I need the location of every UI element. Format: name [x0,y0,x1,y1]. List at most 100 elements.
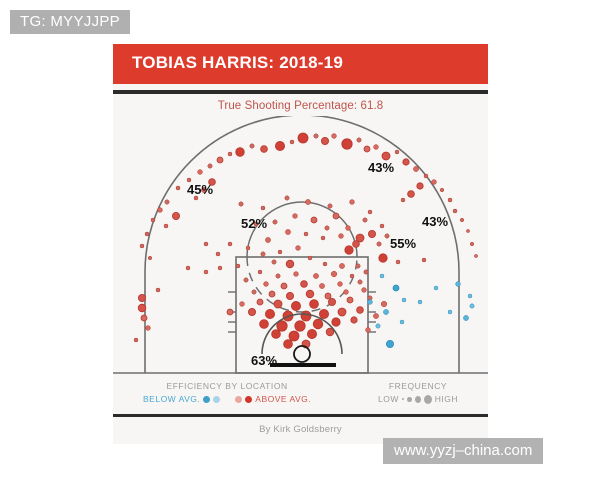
shot-marker [376,241,382,247]
shot-marker [466,229,470,233]
shot-marker [277,249,283,255]
shot-marker [172,212,181,221]
shot-marker [421,257,427,263]
shot-marker [293,271,299,277]
banner-divider [113,90,488,94]
shot-marker [332,212,340,220]
shot-marker [273,299,283,309]
shot-marker [295,245,301,251]
shot-marker [455,281,461,287]
shot-marker [319,283,325,289]
above-average-label: ABOVE AVG. [255,394,312,404]
shot-marker [215,251,221,257]
shot-marker [313,273,319,279]
shot-marker [305,289,315,299]
legend-divider [113,414,488,417]
shot-marker [256,298,264,306]
shot-marker [350,316,358,324]
shot-marker [147,255,153,261]
shot-marker [251,289,257,295]
shot-marker [416,182,424,190]
shot-marker [193,195,199,201]
shot-marker [163,223,169,229]
zone-percentage-label: 63% [251,353,277,368]
court-svg: 45% 43% 52% 43% 55% 63% [113,116,488,381]
shot-marker [235,263,241,269]
shot-marker [284,195,290,201]
shot-marker [322,261,328,267]
shot-marker [413,166,419,172]
shot-marker [217,265,223,271]
shot-marker [469,241,475,247]
restricted-area-arc [261,313,343,355]
shot-marker [375,323,381,329]
shot-marker [363,269,369,275]
page-title: TOBIAS HARRIS: 2018-19 [132,53,343,72]
shot-marker [331,133,337,139]
shot-marker [175,185,181,191]
shot-marker [423,173,429,179]
zone-percentage-label: 52% [241,216,267,231]
shot-marker [325,327,335,337]
shot-marker [207,163,213,169]
shot-marker [307,255,313,261]
title-banner: TOBIAS HARRIS: 2018-19 [113,44,488,84]
shot-marker [139,243,145,249]
shot-marker [345,225,351,231]
shot-marker [379,273,385,279]
shot-marker [290,300,301,311]
shot-marker [235,147,245,157]
shot-marker [331,317,341,327]
shot-marker [344,245,354,255]
shot-marker [238,201,244,207]
shot-marker [253,221,259,227]
shot-marker [260,205,266,211]
shot-marker [257,269,263,275]
shot-marker [367,299,373,305]
shot-marker [330,270,338,278]
three-point-line [144,116,460,373]
shot-marker [395,259,401,265]
shot-marker [216,156,224,164]
shot-marker [362,217,368,223]
shot-chart-card: TOBIAS HARRIS: 2018-19 True Shooting Per… [113,44,488,444]
hoop-icon [293,345,311,363]
shot-marker [320,136,329,145]
shot-marker [349,199,355,205]
shot-marker [305,199,311,205]
zone-percentage-label: 55% [390,236,416,251]
shot-marker [297,132,309,144]
shot-marker [208,178,216,186]
shot-marker [239,301,245,307]
shot-marker [373,313,379,319]
shot-marker [381,151,391,161]
shot-marker [365,327,371,333]
legend-dot-blue-dark [203,395,211,403]
court-chart: 45% 43% 52% 43% 55% 63% [113,116,488,381]
legend-dot-size-3 [414,395,421,403]
below-average-label: BELOW AVG. [143,394,201,404]
shot-marker [417,299,423,305]
shot-marker [226,308,234,316]
legend-dot-size-1 [401,397,405,401]
shot-marker [346,296,354,304]
shot-marker [300,280,308,288]
true-shooting-subtitle: True Shooting Percentage: 61.8 [217,100,384,112]
shot-marker [203,269,209,275]
shot-marker [272,219,278,225]
shot-marker [401,297,407,303]
shot-marker [363,145,371,153]
shot-marker [394,149,400,155]
shot-marker [155,287,161,293]
high-frequency-label: HIGH [434,394,458,404]
shot-marker [288,330,300,342]
shot-marker [447,197,453,203]
legend-dot-red-light [235,395,243,403]
shot-marker [150,217,156,223]
shot-marker [265,237,271,243]
shot-marker [313,133,319,139]
shot-marker [276,320,288,332]
shot-marker [467,293,473,299]
shot-marker [259,319,269,329]
